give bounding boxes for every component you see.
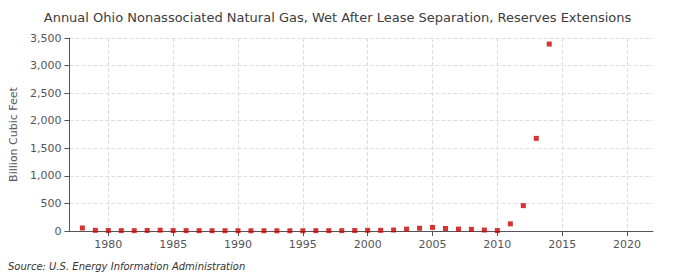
svg-text:2015: 2015 xyxy=(548,238,576,251)
svg-text:500: 500 xyxy=(40,197,61,210)
svg-text:Annual Ohio Nonassociated Natu: Annual Ohio Nonassociated Natural Gas, W… xyxy=(44,10,632,25)
svg-text:3,000: 3,000 xyxy=(30,59,62,72)
svg-text:1985: 1985 xyxy=(159,238,187,251)
svg-text:1995: 1995 xyxy=(289,238,317,251)
svg-text:2005: 2005 xyxy=(419,238,447,251)
svg-text:1980: 1980 xyxy=(94,238,122,251)
svg-text:1,500: 1,500 xyxy=(30,142,62,155)
svg-text:Source: U.S. Energy Informatio: Source: U.S. Energy Information Administ… xyxy=(8,261,245,272)
svg-text:1990: 1990 xyxy=(224,238,252,251)
svg-text:2020: 2020 xyxy=(613,238,641,251)
svg-text:3,500: 3,500 xyxy=(30,32,62,45)
svg-text:0: 0 xyxy=(54,225,61,238)
svg-text:1,000: 1,000 xyxy=(30,169,62,182)
svg-text:Billion Cubic Feet: Billion Cubic Feet xyxy=(7,86,20,181)
svg-text:2,000: 2,000 xyxy=(30,114,62,127)
svg-text:2,500: 2,500 xyxy=(30,87,62,100)
svg-text:2000: 2000 xyxy=(354,238,382,251)
svg-text:2010: 2010 xyxy=(483,238,511,251)
